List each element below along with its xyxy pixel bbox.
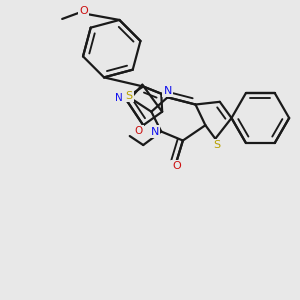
Text: S: S: [213, 140, 220, 150]
Text: O: O: [172, 161, 181, 171]
Text: S: S: [126, 91, 133, 101]
Text: N: N: [115, 93, 123, 103]
Text: N: N: [163, 86, 171, 96]
Text: O: O: [135, 126, 143, 136]
Text: O: O: [80, 6, 88, 16]
Text: N: N: [151, 127, 159, 136]
Text: N: N: [164, 86, 172, 96]
